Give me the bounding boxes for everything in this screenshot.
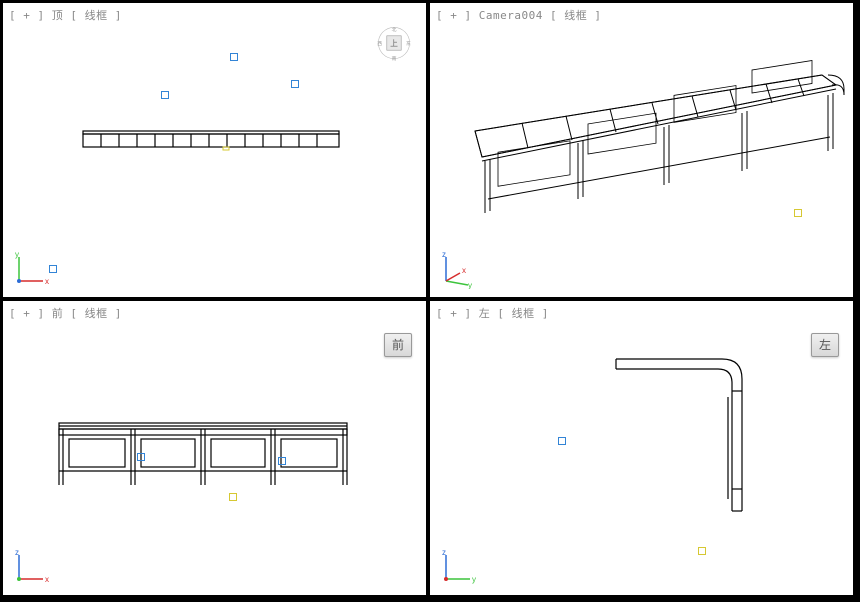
selection-marker bbox=[291, 80, 299, 88]
axis-gizmo-top[interactable]: x y bbox=[11, 249, 51, 289]
svg-text:z: z bbox=[442, 250, 446, 259]
viewport-left[interactable]: [ + ] 左 [ 线框 ] 左 y z bbox=[429, 300, 854, 596]
svg-text:x: x bbox=[462, 266, 466, 275]
viewport-label-left[interactable]: [ + ] 左 [ 线框 ] bbox=[436, 305, 549, 321]
view-cube-top[interactable]: 上 北 东 南 西 bbox=[376, 25, 412, 61]
svg-text:x: x bbox=[45, 575, 49, 584]
svg-text:北: 北 bbox=[392, 26, 397, 33]
axis-gizmo-camera[interactable]: z y x bbox=[438, 249, 478, 289]
model-left-view bbox=[430, 301, 853, 595]
viewport-front[interactable]: [ + ] 前 [ 线框 ] 前 bbox=[2, 300, 427, 596]
view-button-left[interactable]: 左 bbox=[811, 333, 839, 357]
selection-marker bbox=[161, 91, 169, 99]
axis-gizmo-left[interactable]: y z bbox=[438, 547, 478, 587]
axis-gizmo-front[interactable]: x z bbox=[11, 547, 51, 587]
svg-text:z: z bbox=[442, 548, 446, 557]
svg-text:x: x bbox=[45, 277, 49, 286]
viewport-grid: [ + ] 顶 [ 线框 ] 上 北 东 南 西 bbox=[0, 0, 856, 598]
selection-marker bbox=[278, 457, 286, 465]
model-front-view bbox=[3, 301, 426, 595]
selection-marker bbox=[794, 209, 802, 217]
selection-marker bbox=[698, 547, 706, 555]
svg-text:y: y bbox=[15, 250, 19, 259]
svg-text:y: y bbox=[468, 281, 472, 289]
svg-text:东: 东 bbox=[406, 40, 411, 47]
view-button-front[interactable]: 前 bbox=[384, 333, 412, 357]
selection-marker bbox=[230, 53, 238, 61]
viewport-camera[interactable]: [ + ] Camera004 [ 线框 ] bbox=[429, 2, 854, 298]
viewport-label-top[interactable]: [ + ] 顶 [ 线框 ] bbox=[9, 7, 122, 23]
selection-marker bbox=[137, 453, 145, 461]
model-perspective-view bbox=[430, 3, 853, 297]
viewport-label-camera[interactable]: [ + ] Camera004 [ 线框 ] bbox=[436, 7, 601, 23]
svg-text:z: z bbox=[15, 548, 19, 557]
svg-text:y: y bbox=[472, 575, 476, 584]
model-top-view bbox=[3, 3, 426, 297]
selection-marker bbox=[558, 437, 566, 445]
viewport-top[interactable]: [ + ] 顶 [ 线框 ] 上 北 东 南 西 bbox=[2, 2, 427, 298]
svg-text:南: 南 bbox=[392, 55, 397, 61]
svg-text:上: 上 bbox=[390, 39, 398, 48]
selection-marker bbox=[229, 493, 237, 501]
svg-text:西: 西 bbox=[377, 41, 382, 47]
viewport-label-front[interactable]: [ + ] 前 [ 线框 ] bbox=[9, 305, 122, 321]
